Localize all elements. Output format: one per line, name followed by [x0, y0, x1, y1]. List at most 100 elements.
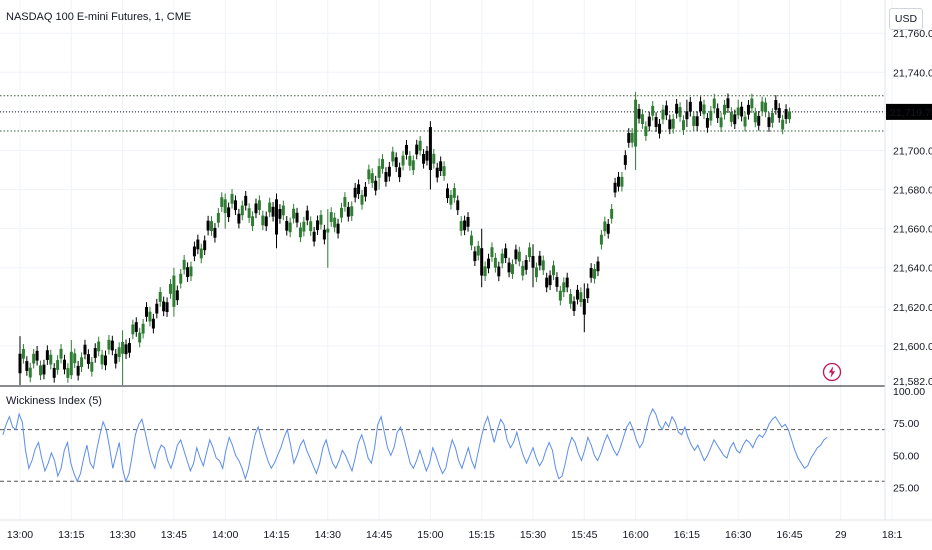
candle-body — [162, 301, 166, 312]
candle-body — [589, 268, 593, 278]
x-tick-label: 14:30 — [315, 529, 341, 541]
candle-body — [408, 155, 412, 166]
candle-body — [367, 169, 371, 180]
candle-body — [586, 288, 590, 299]
candle-body — [381, 159, 385, 169]
last-price-badge — [886, 103, 932, 120]
y-tick-label: 21,680.00 — [893, 185, 932, 197]
candle-body — [374, 180, 378, 191]
candle-body — [281, 205, 285, 216]
candle-body — [114, 353, 118, 364]
candle-body — [777, 108, 781, 118]
candle-body — [90, 361, 94, 372]
candle-body — [329, 212, 333, 222]
candle-body — [233, 200, 237, 211]
x-tick-label: 15:00 — [417, 529, 443, 541]
candle-body — [175, 290, 179, 301]
candle-body — [86, 354, 90, 364]
candle-body — [186, 267, 190, 277]
x-tick-label: 14:15 — [263, 529, 289, 541]
candle-body — [210, 221, 214, 231]
candle-body — [42, 364, 46, 375]
candle-body — [93, 348, 97, 358]
candle-body — [531, 256, 535, 268]
candle-body — [357, 184, 361, 195]
candle-body — [66, 368, 70, 378]
candle-body — [247, 208, 251, 218]
candle-body — [493, 257, 497, 268]
candle-body — [216, 212, 220, 223]
x-tick-label: 16:30 — [725, 529, 751, 541]
x-tick-label: 16:45 — [776, 529, 802, 541]
x-tick-label: 13:00 — [7, 529, 33, 541]
candle-body — [394, 157, 398, 168]
candle-body — [298, 227, 302, 238]
candle-body — [117, 347, 121, 357]
candle-body — [723, 104, 727, 115]
x-tick-label: 15:45 — [571, 529, 597, 541]
candle-body — [681, 120, 685, 130]
candle-body — [350, 206, 354, 217]
candle-body — [326, 228, 330, 233]
x-tick-label: 15:15 — [469, 529, 495, 541]
candle-body — [514, 249, 518, 260]
candle-body — [62, 359, 66, 370]
candle-body — [695, 116, 699, 127]
candle-body — [251, 216, 255, 227]
candle-body — [610, 208, 614, 219]
candle-body — [774, 100, 778, 110]
candle-body — [545, 277, 549, 288]
candle-body — [736, 107, 740, 116]
candle-body — [473, 251, 477, 262]
candle-body — [770, 113, 774, 123]
candle-body — [127, 342, 131, 353]
candle-body — [404, 144, 408, 155]
candle-body — [692, 116, 696, 126]
y-tick-label: 21,660.00 — [893, 224, 932, 236]
candle-body — [52, 368, 56, 378]
candle-body — [370, 173, 374, 183]
indicator-pane — [0, 407, 885, 483]
candle-body — [617, 176, 620, 187]
candle-body — [363, 186, 367, 197]
candle-body — [155, 303, 159, 314]
indicator-y-tick-label: 100.00 — [893, 386, 925, 398]
candle-body — [104, 355, 107, 366]
candle-body — [671, 118, 675, 129]
candle-body — [432, 153, 436, 164]
candle-body — [541, 260, 545, 271]
candle-body — [558, 290, 562, 301]
candle-body — [134, 322, 138, 332]
candle-body — [189, 266, 193, 277]
candle-body — [49, 354, 53, 365]
candle-body — [565, 277, 569, 288]
y-tick-label: 21,640.00 — [893, 263, 932, 275]
candle-body — [685, 111, 689, 120]
candle-body — [599, 234, 603, 245]
candle-body — [634, 99, 638, 147]
x-tick-label: 29 — [835, 529, 847, 541]
candle-body — [760, 101, 764, 112]
candle-body — [422, 153, 426, 164]
candle-body — [712, 98, 716, 109]
candle-body — [729, 112, 733, 122]
candle-body — [45, 350, 49, 360]
currency-button[interactable]: USD — [889, 8, 923, 30]
candle-body — [151, 318, 155, 329]
candle-body — [726, 98, 730, 109]
candle-body — [688, 101, 692, 112]
candle-body — [227, 207, 231, 218]
lightning-alert-icon[interactable] — [822, 362, 842, 382]
candle-body — [630, 132, 634, 143]
candle-body — [428, 127, 432, 171]
candle-body — [524, 260, 528, 270]
candle-body — [288, 222, 292, 233]
candle-body — [753, 112, 757, 123]
candle-body — [418, 140, 422, 151]
candle-body — [699, 101, 703, 112]
candle-body — [377, 166, 381, 178]
last-price-badge-text: 21,719.75 — [890, 107, 932, 119]
candle-body — [107, 339, 111, 350]
